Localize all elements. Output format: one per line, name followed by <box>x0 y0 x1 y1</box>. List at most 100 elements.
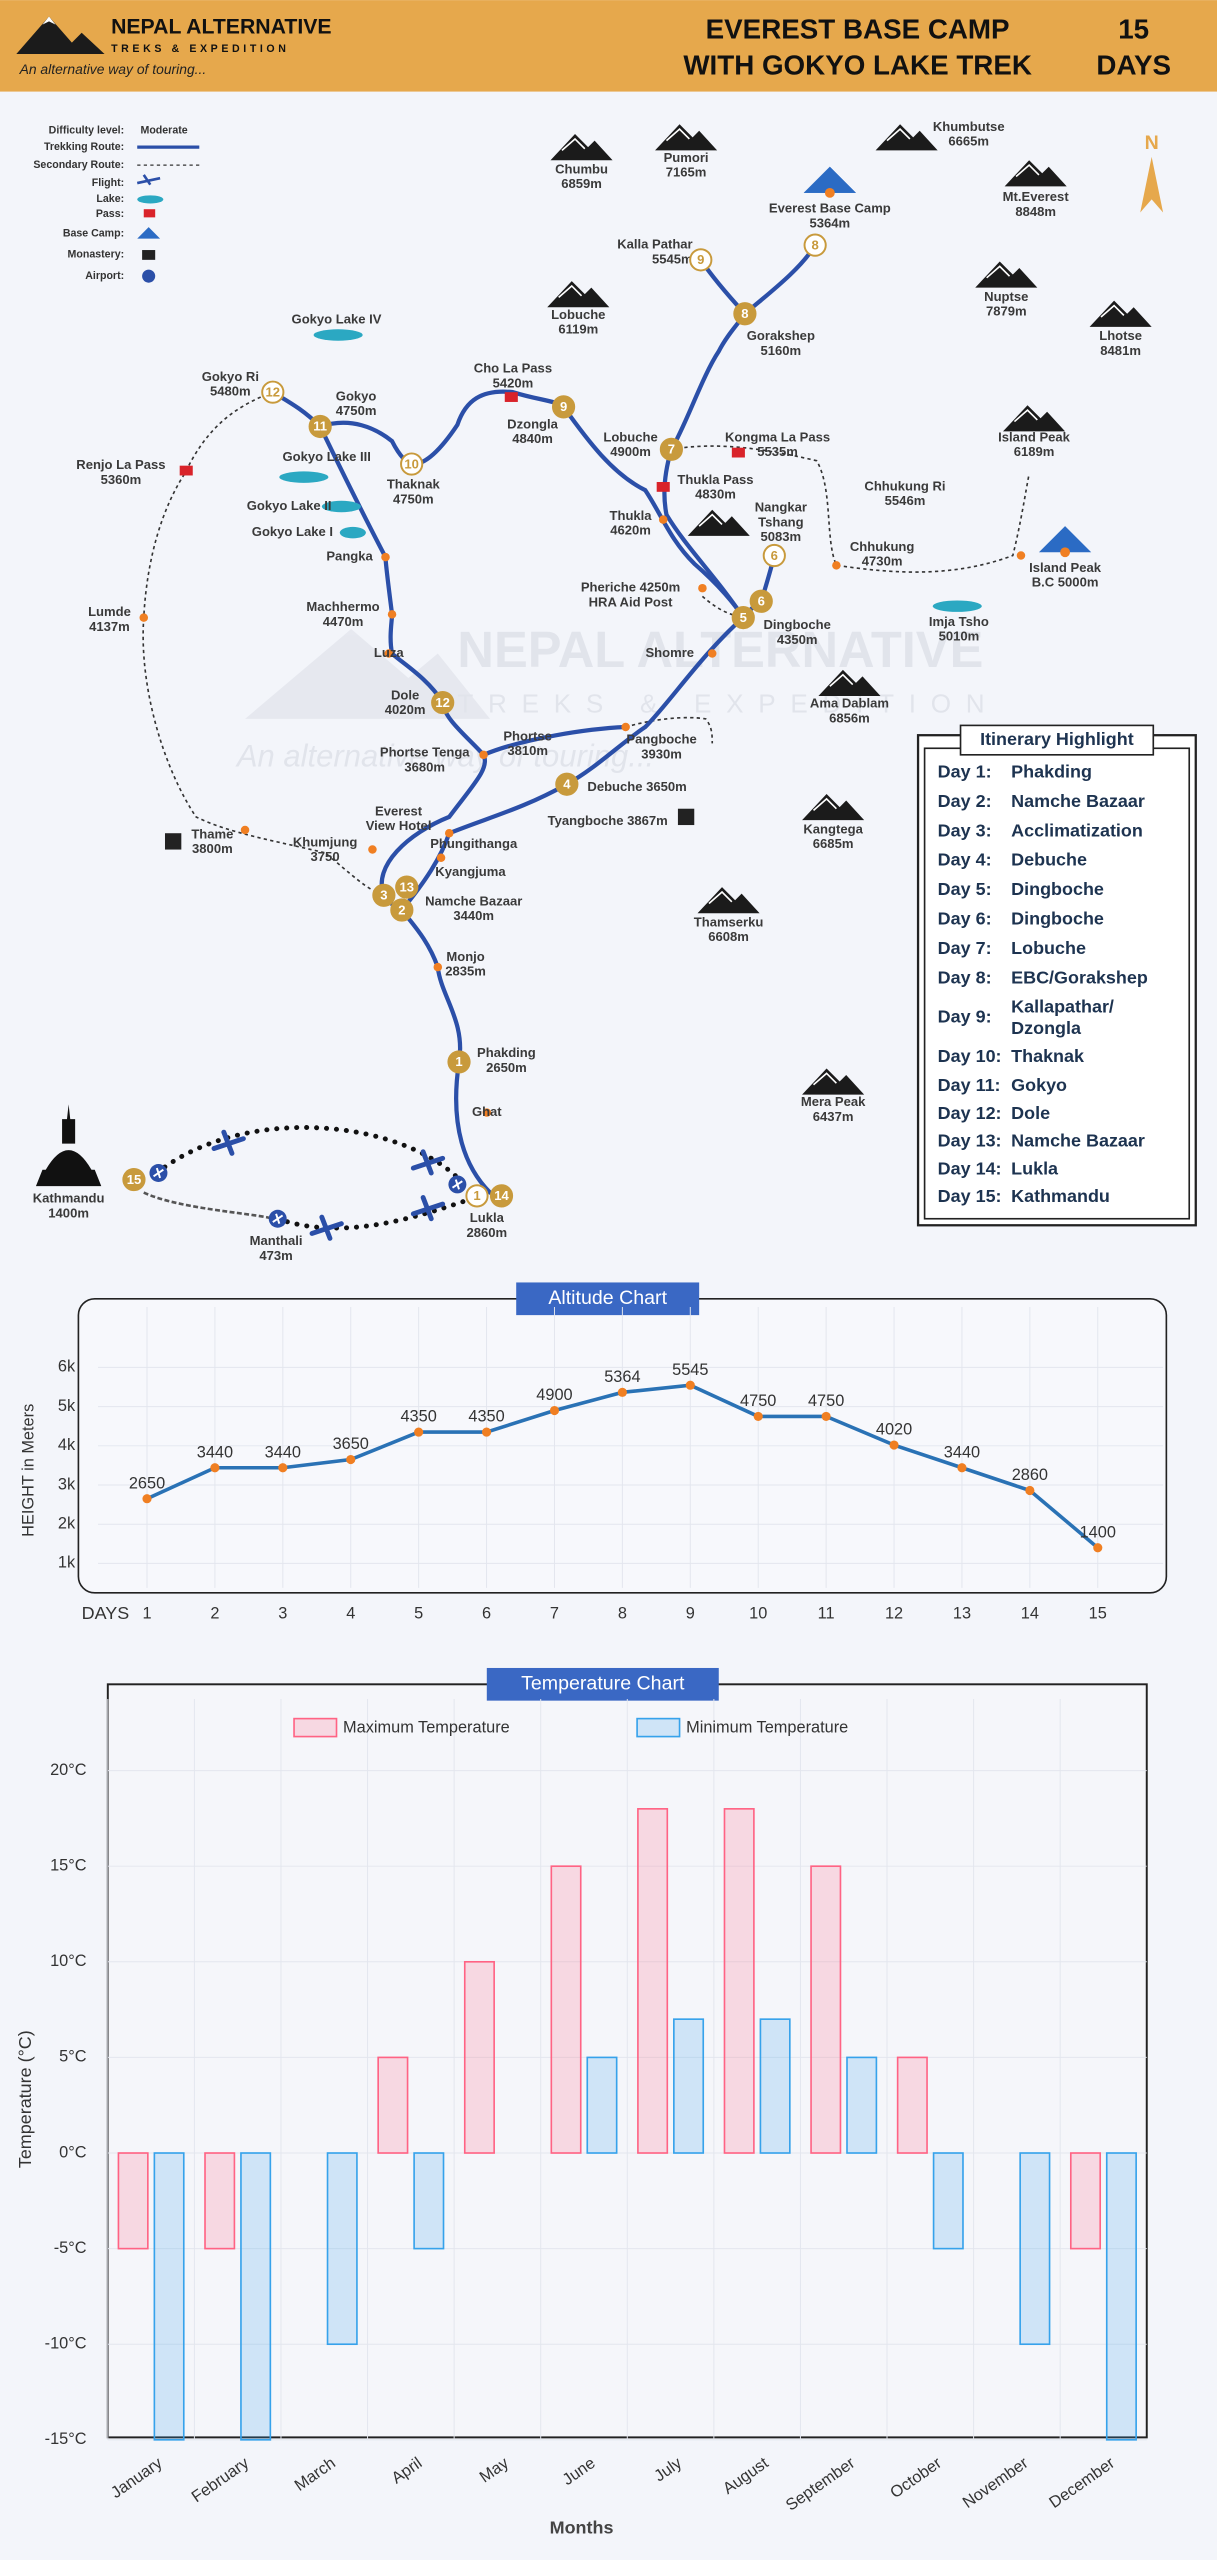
x-tick-label: 5 <box>414 1604 423 1622</box>
itinerary-title: Itinerary Highlight <box>980 729 1134 749</box>
place-label: Dingboche <box>763 617 830 632</box>
place-label: Lukla <box>470 1210 505 1225</box>
data-label: 5545 <box>672 1361 708 1379</box>
legend: Difficulty level: Moderate <box>49 125 200 283</box>
place-label: View Hotel <box>366 818 432 833</box>
place-label: Everest Base Camp <box>769 201 891 216</box>
place-dot <box>433 962 443 972</box>
place-label: 5480m <box>210 384 251 399</box>
place-label: Thame <box>191 826 233 841</box>
place-label: 3930m <box>641 746 682 761</box>
place-label: 5010m <box>939 629 980 644</box>
stop-marker <box>465 1184 489 1208</box>
y-tick-label: -15°C <box>45 2430 87 2448</box>
stop-number: 10 <box>404 456 419 471</box>
logo-icon <box>16 16 105 55</box>
y-tick-label: 5k <box>58 1397 76 1415</box>
x-tick-label: 10 <box>749 1604 767 1622</box>
data-label: 3440 <box>197 1443 233 1461</box>
stop-marker <box>733 302 757 326</box>
place-label: Gokyo Lake IV <box>292 312 382 327</box>
legend-swatch <box>293 1717 338 1738</box>
place-label: 8848m <box>1015 204 1056 219</box>
watermark-tagline: An alternative way of touring... <box>235 738 654 773</box>
compass-arrow <box>1140 156 1164 213</box>
bar <box>932 2152 964 2250</box>
airport-plane <box>451 1179 463 1190</box>
stop-number: 15 <box>127 1172 142 1187</box>
plane-icon <box>410 1195 446 1222</box>
itinerary-day: Day 11: <box>938 1075 1001 1095</box>
place-label: 4470m <box>323 614 364 629</box>
stop-marker <box>431 690 455 715</box>
flight-route <box>275 1198 469 1231</box>
y-tick-label: -10°C <box>45 2335 87 2353</box>
stop-number: 8 <box>812 237 819 252</box>
watermark-icon <box>245 629 491 719</box>
mountain-icon <box>875 124 938 151</box>
header-band <box>0 0 1217 92</box>
place-label: 5160m <box>761 343 802 358</box>
mountain-snow <box>812 797 837 811</box>
data-label: 4750 <box>740 1392 776 1410</box>
temperature-tab <box>486 1667 719 1701</box>
stop-number: 9 <box>560 399 567 414</box>
mountain-snow <box>1015 163 1040 178</box>
place-label: Gokyo Lake II <box>247 498 332 513</box>
place-label: Mera Peak <box>801 1094 866 1109</box>
bar <box>413 2152 445 2250</box>
place-label: 3440m <box>453 908 494 923</box>
altitude-tab <box>516 1282 700 1316</box>
watermark: NEPAL ALTERNATIVE TREKS & EXPEDITION An … <box>235 621 985 773</box>
place-label: 2860m <box>466 1225 507 1240</box>
title-line: WITH GOKYO LAKE TREK <box>683 49 1032 80</box>
data-label: 3650 <box>333 1435 369 1453</box>
mountain-snow <box>829 673 854 687</box>
itinerary-place: Gokyo <box>1011 1075 1067 1095</box>
data-point <box>346 1454 356 1465</box>
stop-marker <box>308 414 332 439</box>
itinerary-place: Lobuche <box>1011 938 1086 958</box>
place-label: HRA Aid Post <box>589 594 673 609</box>
x-axis-title: Months <box>550 2518 614 2538</box>
place-dot <box>707 649 717 658</box>
place-label: Pangka <box>326 549 373 564</box>
place-label: 3680m <box>404 759 445 774</box>
place-dot <box>436 853 446 862</box>
mountain-icon <box>818 669 881 697</box>
place-label: Phortse <box>503 728 552 743</box>
lake <box>321 500 362 513</box>
place-label: 4137m <box>89 619 130 634</box>
itinerary-box <box>916 734 1197 1227</box>
place-label: 473m <box>259 1248 292 1263</box>
place-label: Khumjung <box>293 834 358 849</box>
stop-marker <box>122 1167 146 1192</box>
stop-number: 9 <box>697 252 704 267</box>
legend-label: Monastery: <box>68 249 125 261</box>
itinerary-place: Lukla <box>1011 1158 1059 1178</box>
bar <box>846 2056 878 2154</box>
place-label: 6665m <box>948 134 989 149</box>
place-label: 4350m <box>777 632 818 647</box>
data-label: 1400 <box>1080 1523 1116 1541</box>
place-label: Dzongla <box>507 416 558 431</box>
legend-label: Pass: <box>96 208 124 220</box>
itinerary-rows: Day 1: Phakding Day 2: Namche Bazaar Day 3: A… <box>938 762 1148 1207</box>
place-dot <box>479 750 488 760</box>
place-label: 4750m <box>393 491 434 506</box>
stop-marker <box>372 883 396 907</box>
place-label: 5420m <box>493 375 534 390</box>
place-label: Kangtega <box>803 821 863 836</box>
legend-label: Flight: <box>92 177 124 189</box>
itinerary-day: Day 7: <box>938 938 992 958</box>
itinerary-place: Acclimatization <box>1011 820 1143 840</box>
stop-number: 4 <box>563 776 571 791</box>
secondary-route <box>625 716 714 744</box>
place-label: Nangkar <box>755 500 807 515</box>
itinerary-day: Day 3: <box>938 820 992 840</box>
stop-number: 1 <box>455 1054 462 1069</box>
stop-marker <box>395 875 419 899</box>
place-label: 5545m <box>652 251 693 266</box>
